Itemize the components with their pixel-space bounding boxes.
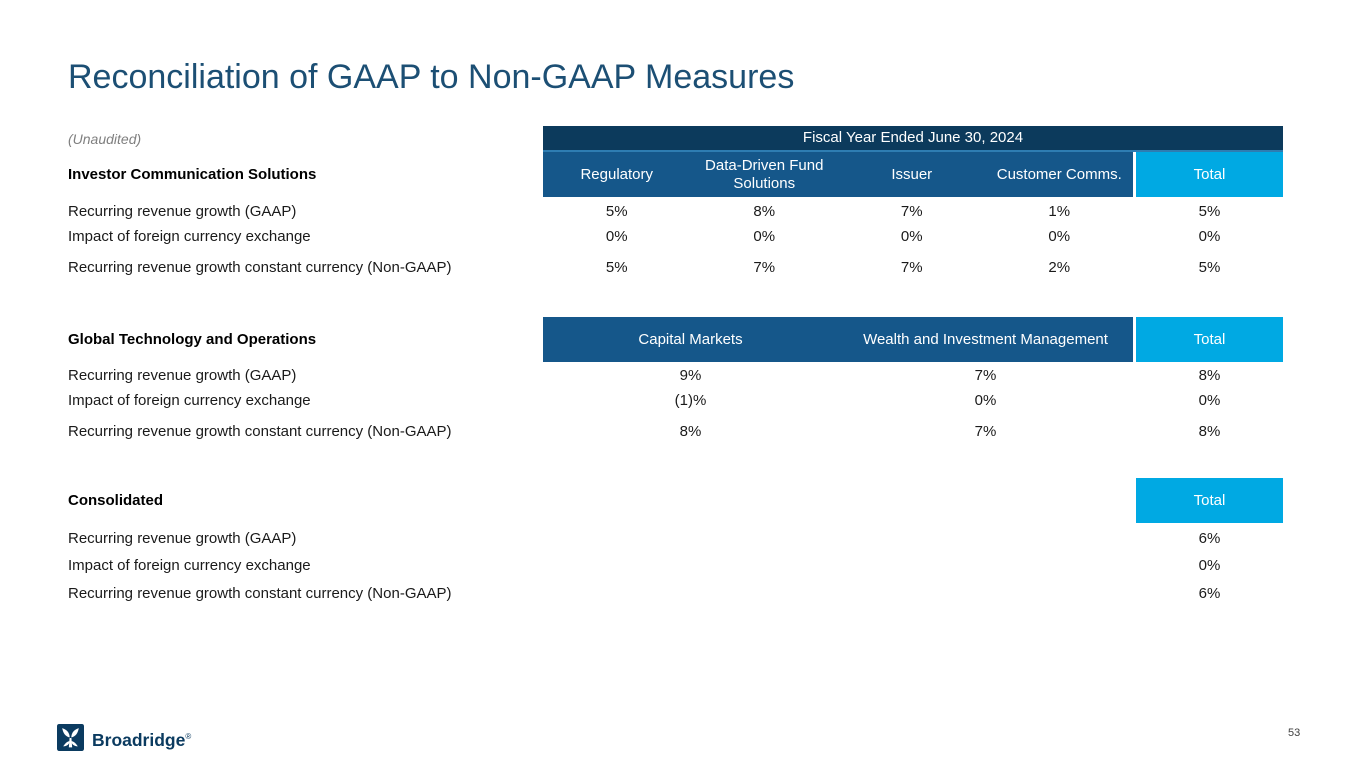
row-label: Impact of foreign currency exchange	[68, 228, 311, 245]
value-cell: 0%	[974, 392, 997, 409]
column-header: Customer Comms.	[985, 152, 1133, 197]
value-cell: 8%	[679, 423, 702, 440]
table-row: Impact of foreign currency exchange (1)%…	[0, 388, 1365, 413]
section1-spanner-row: (Unaudited) Fiscal Year Ended June 30, 2…	[0, 126, 1365, 152]
value-cell: 2%	[1048, 259, 1071, 276]
broadridge-logo: Broadridge®	[57, 724, 191, 756]
value-cell-total: 5%	[1198, 259, 1221, 276]
value-cell: 7%	[974, 367, 997, 384]
page-number: 53	[1288, 727, 1301, 739]
column-header: Capital Markets	[543, 317, 838, 362]
value-cell-total: 0%	[1198, 392, 1221, 409]
section2-header-row: Global Technology and Operations Capital…	[0, 317, 1365, 362]
table-row: Recurring revenue growth (GAAP) 6%	[0, 526, 1365, 551]
table-row: Impact of foreign currency exchange 0%	[0, 553, 1365, 578]
value-cell: 0%	[605, 228, 628, 245]
row-label: Impact of foreign currency exchange	[68, 392, 311, 409]
table-row: Recurring revenue growth (GAAP) 9% 7% 8%	[0, 363, 1365, 388]
table-row: Recurring revenue growth (GAAP) 5% 8% 7%…	[0, 199, 1365, 224]
section2-column-headers: Capital Markets Wealth and Investment Ma…	[543, 317, 1283, 362]
section3-column-headers: Total	[543, 478, 1283, 523]
value-cell: 0%	[753, 228, 776, 245]
section1-column-headers: Regulatory Data-Driven Fund Solutions Is…	[543, 152, 1283, 197]
row-label: Recurring revenue growth (GAAP)	[68, 203, 297, 220]
value-cell: 9%	[679, 367, 702, 384]
value-cell: 5%	[605, 259, 628, 276]
value-cell: 8%	[753, 203, 776, 220]
fiscal-year-spanner: Fiscal Year Ended June 30, 2024	[543, 126, 1283, 152]
section3-header-row: Consolidated Total	[0, 478, 1365, 523]
value-cell: 0%	[900, 228, 923, 245]
value-cell-total: 6%	[1198, 530, 1221, 547]
unaudited-note: (Unaudited)	[68, 131, 142, 147]
value-cell-total: 5%	[1198, 203, 1221, 220]
section2-title: Global Technology and Operations	[68, 331, 317, 348]
table-row: Recurring revenue growth constant curren…	[0, 419, 1365, 444]
column-header-total: Total	[1136, 478, 1283, 523]
table-row: Impact of foreign currency exchange 0% 0…	[0, 224, 1365, 249]
section1-header-row: Investor Communication Solutions Regulat…	[0, 152, 1365, 197]
row-label: Recurring revenue growth (GAAP)	[68, 530, 297, 547]
registered-mark: ®	[185, 731, 192, 741]
column-header: Data-Driven Fund Solutions	[690, 152, 838, 197]
table-row: Recurring revenue growth constant curren…	[0, 581, 1365, 606]
column-header: Regulatory	[543, 152, 691, 197]
column-header-total: Total	[1136, 317, 1283, 362]
broadridge-wordmark: Broadridge®	[92, 729, 192, 750]
value-cell: 0%	[1048, 228, 1071, 245]
page-title: Reconciliation of GAAP to Non-GAAP Measu…	[68, 58, 795, 96]
value-cell: 5%	[605, 203, 628, 220]
value-cell-total: 8%	[1198, 367, 1221, 384]
value-cell-total: 0%	[1198, 228, 1221, 245]
value-cell: (1)%	[674, 392, 707, 409]
column-header: Wealth and Investment Management	[838, 317, 1133, 362]
column-header: Issuer	[838, 152, 986, 197]
value-cell-total: 6%	[1198, 585, 1221, 602]
broadridge-logo-icon	[57, 724, 84, 756]
value-cell-total: 8%	[1198, 423, 1221, 440]
value-cell: 7%	[974, 423, 997, 440]
value-cell: 7%	[900, 259, 923, 276]
value-cell: 1%	[1048, 203, 1071, 220]
row-label: Recurring revenue growth (GAAP)	[68, 367, 297, 384]
row-label: Recurring revenue growth constant curren…	[68, 259, 452, 276]
value-cell: 7%	[753, 259, 776, 276]
section3-title: Consolidated	[68, 492, 164, 509]
row-label: Impact of foreign currency exchange	[68, 557, 311, 574]
column-header-total: Total	[1136, 152, 1283, 197]
table-row: Recurring revenue growth constant curren…	[0, 255, 1365, 280]
section1-title: Investor Communication Solutions	[68, 166, 317, 183]
row-label: Recurring revenue growth constant curren…	[68, 423, 452, 440]
value-cell-total: 0%	[1198, 557, 1221, 574]
row-label: Recurring revenue growth constant curren…	[68, 585, 452, 602]
value-cell: 7%	[900, 203, 923, 220]
